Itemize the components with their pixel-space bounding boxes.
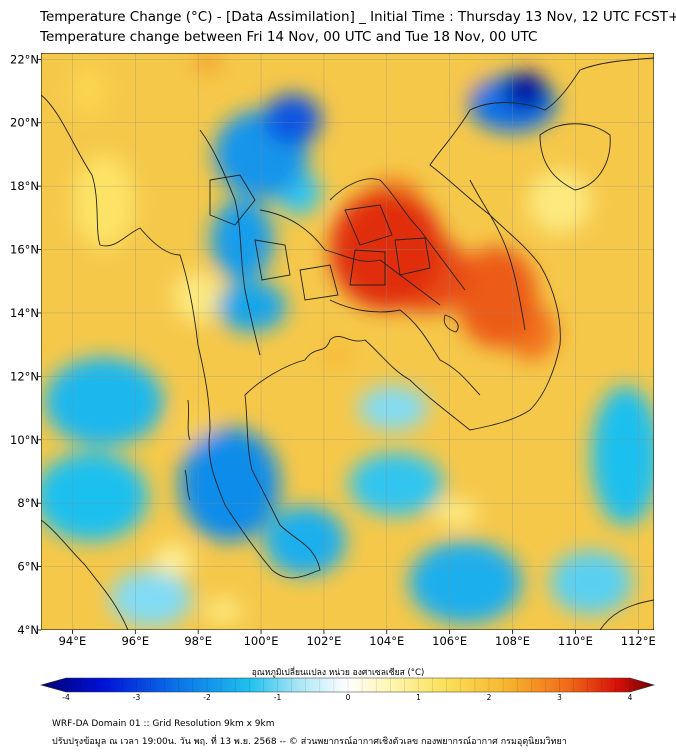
tick-label-lon: 108°E xyxy=(495,634,530,648)
anomaly-blob xyxy=(264,94,321,145)
colorbar-tick-label: 3 xyxy=(557,693,562,700)
temperature-change-map: 94°E 96°E 98°E 100°E 102°E 104°E 106°E 108°E 110… xyxy=(10,52,656,700)
anomaly-blob xyxy=(433,500,478,526)
tick-label-lat: 18°N xyxy=(10,179,39,193)
anomaly-blob xyxy=(320,341,353,367)
latitude-ticks: 4°N 6°N 8°N 10°N 12°N 14°N 16°N 18°N 20°N 22°N xyxy=(10,52,41,637)
anomaly-blob xyxy=(44,357,164,447)
tick-label-lat: 12°N xyxy=(10,369,39,383)
coastline-mainland xyxy=(41,57,654,579)
border-vietnam xyxy=(469,179,526,331)
tick-label-lat: 4°N xyxy=(17,623,39,637)
coastline-andaman xyxy=(184,399,191,501)
lat-lon-gridlines xyxy=(41,53,654,630)
longitude-ticks: 94°E 96°E 98°E 100°E 102°E 104°E 106°E 108°E 110… xyxy=(59,630,656,648)
tick-label-lat: 6°N xyxy=(17,560,39,574)
footer-model-info: WRF-DA Domain 01 :: Grid Resolution 9km … xyxy=(52,719,275,729)
tick-label-lat: 16°N xyxy=(10,243,39,257)
tick-label-lat: 10°N xyxy=(10,433,39,447)
tick-label-lon: 94°E xyxy=(59,634,87,648)
anomaly-blob xyxy=(195,53,221,73)
map-subtitle: Temperature change between Fri 14 Nov, 0… xyxy=(40,29,538,45)
colorbar-tick-label: 1 xyxy=(416,693,421,700)
tick-label-lat: 22°N xyxy=(10,52,39,66)
anomaly-blob xyxy=(110,569,192,627)
coastlines-and-borders xyxy=(41,57,654,630)
tick-label-lon: 106°E xyxy=(432,634,467,648)
coastline-borneo xyxy=(599,599,654,630)
anomaly-blob xyxy=(179,427,280,542)
map-title: Temperature Change (°C) - [Data Assimila… xyxy=(40,9,676,25)
coastline-hainan xyxy=(539,123,611,191)
tick-label-lon: 98°E xyxy=(184,634,212,648)
map-background xyxy=(41,53,654,630)
anomaly-blob xyxy=(217,281,287,332)
colorbar-tick-label: 0 xyxy=(346,693,351,700)
tick-label-lat: 8°N xyxy=(17,496,39,510)
border-cambodia xyxy=(329,299,481,396)
colorbar-tick-label: 2 xyxy=(487,693,492,700)
colorbar-tick-label: -4 xyxy=(62,693,70,700)
tick-label-lon: 100°E xyxy=(244,634,279,648)
anomaly-blob xyxy=(503,72,548,111)
provinces-1 xyxy=(209,174,339,301)
anomaly-blob xyxy=(349,452,444,516)
anomaly-blob xyxy=(204,598,243,624)
colorbar-bar xyxy=(39,677,656,693)
anomaly-blob xyxy=(550,550,632,615)
border-thailand-east xyxy=(259,209,441,306)
tick-label-lon: 110°E xyxy=(558,634,593,648)
tick-label-lat: 14°N xyxy=(10,306,39,320)
colorbar: -4 -3 -2 -1 0 1 2 3 4 xyxy=(39,677,656,700)
tick-label-lon: 112°E xyxy=(621,634,656,648)
anomaly-blob xyxy=(69,65,108,117)
colorbar-title: อุณหภูมิเปลี่ยนแปลง หน่วย องศาเซลเซียส (… xyxy=(251,668,425,678)
anomaly-blob xyxy=(358,385,428,431)
anomaly-blob xyxy=(408,541,522,624)
anomaly-blob xyxy=(264,506,346,577)
colorbar-tick-label: 4 xyxy=(628,693,633,700)
anomaly-blob xyxy=(210,198,274,282)
colorbar-tick-label: -1 xyxy=(274,693,282,700)
tick-label-lon: 96°E xyxy=(121,634,149,648)
colorbar-ticks: -4 -3 -2 -1 0 1 2 3 4 xyxy=(62,678,633,700)
anomaly-blob xyxy=(455,246,538,348)
anomaly-blob xyxy=(41,452,148,542)
anomaly-blob xyxy=(72,154,136,250)
colorbar-tick-label: -3 xyxy=(133,693,141,700)
provinces-2 xyxy=(344,204,431,286)
coastline-sumatra xyxy=(41,519,129,630)
tick-label-lon: 104°E xyxy=(369,634,404,648)
anomaly-blob xyxy=(154,544,192,577)
tick-label-lat: 20°N xyxy=(10,116,39,130)
tick-label-lon: 102°E xyxy=(306,634,341,648)
footer-update-info: ปรับปรุงข้อมูล ณ เวลา 19:00น. วัน พฤ. ที… xyxy=(52,737,567,747)
border-laos xyxy=(329,178,466,291)
lakes xyxy=(443,314,459,333)
border-myanmar xyxy=(199,129,261,356)
colorbar-tick-label: -2 xyxy=(203,693,211,700)
anomaly-blob xyxy=(591,385,654,526)
